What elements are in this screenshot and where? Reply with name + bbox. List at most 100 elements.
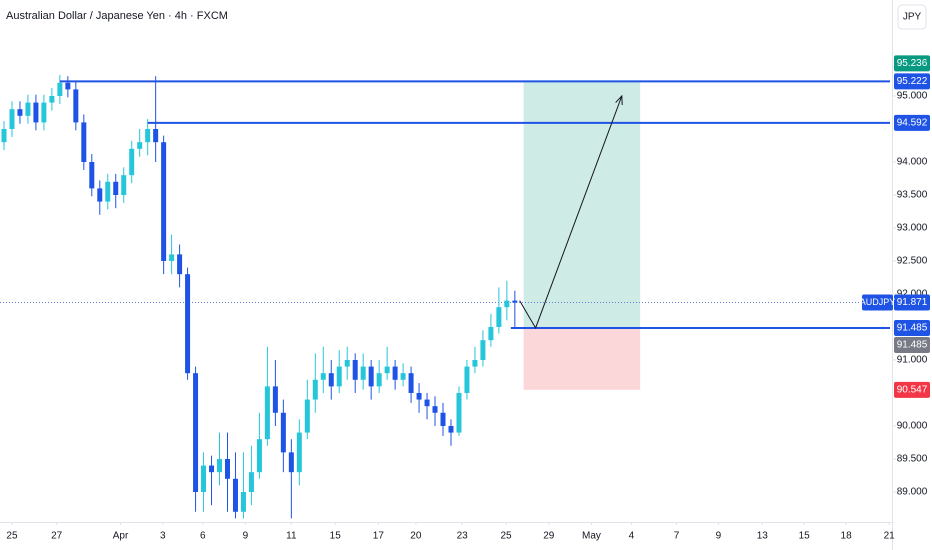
loss-zone xyxy=(523,327,641,390)
currency[interactable]: JPY xyxy=(903,12,922,23)
candle-body xyxy=(73,89,79,123)
candle-body xyxy=(272,386,278,413)
candle-body xyxy=(57,82,63,96)
current-price-badge xyxy=(894,294,930,311)
stop-badge xyxy=(894,381,930,398)
level-badge-label: 91.485 xyxy=(897,323,928,334)
x-tick-label: 6 xyxy=(200,531,206,542)
candle-body xyxy=(1,128,7,143)
candle-body xyxy=(224,458,230,479)
currency-button[interactable] xyxy=(897,4,927,30)
candle-body xyxy=(464,366,470,393)
y-tick-label: 89.000 xyxy=(897,487,928,498)
candle-body xyxy=(217,458,223,473)
candle-body xyxy=(392,366,398,380)
candle-body xyxy=(480,340,486,360)
candle-body xyxy=(336,366,342,387)
candle-body xyxy=(328,373,334,387)
candle-body xyxy=(320,373,326,380)
y-tick-label: 93.500 xyxy=(897,190,928,201)
candle-body xyxy=(296,432,302,473)
x-tick-label: 7 xyxy=(674,531,680,542)
candle-body xyxy=(264,386,270,440)
symbol-label: AUDJPY xyxy=(860,297,896,307)
candle-body xyxy=(304,399,310,433)
candle-body xyxy=(240,491,246,512)
candle-body xyxy=(81,122,87,162)
candle-body xyxy=(232,478,238,512)
y-tick-label: 91.000 xyxy=(897,355,928,366)
level-badge-label: 94.592 xyxy=(897,118,928,129)
candle-body xyxy=(17,109,23,116)
candle-body xyxy=(280,412,286,453)
candle-body xyxy=(201,465,207,492)
candle-body xyxy=(153,128,159,143)
candle-body xyxy=(25,102,31,116)
candle-body xyxy=(440,412,446,426)
x-tick-label: 17 xyxy=(373,531,385,542)
x-tick-label: 21 xyxy=(884,531,896,542)
candle-body xyxy=(65,82,71,90)
candle-body xyxy=(209,465,215,473)
candle-body xyxy=(400,373,406,380)
candle-body xyxy=(432,406,438,413)
candle-body xyxy=(384,366,390,374)
candle-body xyxy=(177,254,183,275)
y-tick-label: 92.000 xyxy=(897,289,928,300)
candle-body xyxy=(248,472,254,492)
x-tick-label: 9 xyxy=(716,531,722,542)
x-tick-label: May xyxy=(582,531,601,542)
candle-body xyxy=(448,425,454,433)
candle-body xyxy=(169,254,175,261)
candle-body xyxy=(504,300,510,308)
candle-body xyxy=(424,399,430,407)
candle-body xyxy=(472,359,478,367)
candle-body xyxy=(193,373,199,492)
candle-body xyxy=(33,102,39,123)
x-tick-label: 29 xyxy=(543,531,555,542)
candle-body xyxy=(9,109,15,129)
candle-body xyxy=(97,188,103,202)
candle-body xyxy=(185,274,191,374)
entry-badge-label: 91.485 xyxy=(897,340,928,351)
x-tick-label: 3 xyxy=(160,531,166,542)
candle-body xyxy=(368,366,374,387)
candle-body xyxy=(488,326,494,341)
candle-body xyxy=(376,373,382,387)
y-tick-label: 92.500 xyxy=(897,256,928,267)
y-tick-label: 93.000 xyxy=(897,223,928,234)
candle-body xyxy=(105,181,111,202)
candle-body xyxy=(288,452,294,473)
x-tick-label: 4 xyxy=(629,531,635,542)
candle-body xyxy=(352,359,358,380)
level-badge xyxy=(894,73,930,90)
candle-body xyxy=(408,373,414,393)
candle-body xyxy=(129,148,135,176)
x-tick-label: 27 xyxy=(51,531,63,542)
chart-title: Australian Dollar / Japanese Yen · 4h · … xyxy=(6,10,228,22)
y-tick-label: 95.000 xyxy=(897,91,928,102)
level-badge xyxy=(894,319,930,336)
candle-body xyxy=(145,128,151,143)
level-badge xyxy=(894,114,930,131)
candle-body xyxy=(256,439,262,473)
x-tick-label: Apr xyxy=(113,531,129,542)
target-badge-label: 95.236 xyxy=(897,58,928,69)
symbol-badge xyxy=(862,294,893,311)
level-badge-label: 95.222 xyxy=(897,76,928,87)
candle-body xyxy=(137,142,143,149)
y-tick-label: 89.500 xyxy=(897,454,928,465)
candle-body xyxy=(49,95,55,103)
candle-body xyxy=(512,300,518,303)
x-tick-label: 9 xyxy=(243,531,249,542)
x-tick-label: 15 xyxy=(330,531,342,542)
arrow-head xyxy=(615,94,623,106)
x-tick-label: 23 xyxy=(457,531,469,542)
x-tick-label: 20 xyxy=(410,531,422,542)
x-tick-label: 11 xyxy=(286,531,297,542)
candle-body xyxy=(344,359,350,367)
candle-body xyxy=(113,181,119,195)
candle-body xyxy=(161,142,167,261)
x-tick-label: 13 xyxy=(757,531,769,542)
